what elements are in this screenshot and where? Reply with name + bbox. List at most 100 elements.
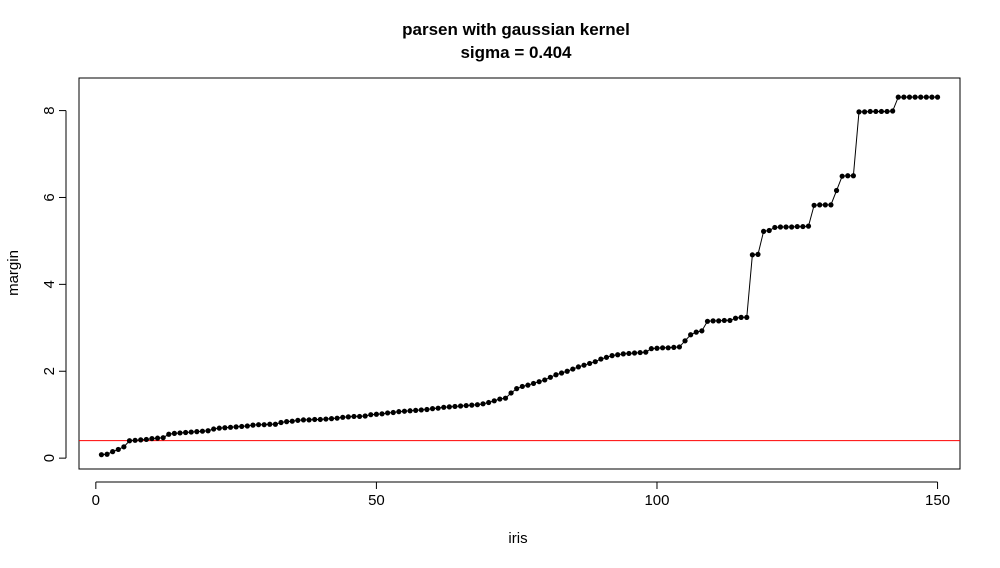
data-point [648, 346, 654, 352]
x-tick-label: 50 [368, 492, 385, 509]
data-point [850, 173, 856, 179]
data-point [480, 401, 486, 407]
data-point [272, 421, 279, 427]
data-point [727, 317, 733, 324]
data-point [166, 431, 172, 437]
data-point [104, 451, 110, 457]
data-point [710, 318, 716, 324]
data-point [401, 408, 408, 414]
data-point [508, 390, 514, 396]
data-point [300, 417, 307, 423]
data-point [603, 354, 610, 360]
data-point [441, 404, 447, 410]
y-axis: 0 2 4 6 8 [41, 106, 67, 462]
data-point [154, 435, 161, 441]
data-point [777, 224, 784, 230]
data-point [396, 409, 402, 415]
data-point [491, 398, 497, 404]
data-point [115, 446, 121, 453]
data-point [160, 435, 166, 441]
data-point [738, 314, 744, 320]
data-point [110, 449, 116, 455]
data-point [312, 416, 318, 423]
data-point [446, 404, 452, 410]
data-point [317, 416, 323, 423]
data-point [199, 428, 206, 434]
x-tick-label: 100 [644, 492, 669, 509]
data-point [239, 423, 245, 430]
chart-title: parsen with gaussian kernel [402, 20, 630, 39]
data-point [575, 364, 582, 370]
data-point [424, 406, 430, 413]
chart-subtitle: sigma = 0.404 [460, 43, 572, 62]
data-point [789, 224, 795, 230]
data-point [811, 202, 817, 208]
data-point [227, 424, 234, 430]
data-point [631, 350, 638, 356]
data-point [766, 227, 772, 234]
x-axis-label: iris [508, 530, 527, 547]
data-point [390, 409, 396, 416]
data-point [564, 368, 570, 374]
data-point [570, 366, 576, 372]
data-point [284, 419, 290, 425]
data-point [822, 202, 828, 208]
data-point [934, 94, 941, 100]
y-tick-label: 8 [41, 106, 58, 114]
data-point [665, 345, 671, 351]
data-point [306, 417, 312, 423]
data-point [525, 382, 531, 388]
y-tick-label: 6 [41, 193, 58, 201]
data-point [626, 350, 632, 357]
data-point [255, 422, 262, 428]
data-point [149, 435, 155, 442]
data-point [755, 251, 761, 257]
x-axis: 0 50 100 150 [92, 481, 950, 509]
data-point [188, 429, 194, 435]
data-point [435, 405, 441, 411]
data-point [250, 422, 256, 428]
y-tick-label: 2 [41, 367, 58, 375]
data-point [906, 94, 913, 100]
data-point [345, 414, 351, 420]
data-point [688, 332, 694, 338]
data-point [817, 202, 823, 208]
data-point [721, 317, 727, 324]
data-point [800, 223, 806, 230]
data-point [278, 419, 284, 426]
data-point [536, 379, 542, 385]
data-point [340, 414, 346, 420]
data-point [351, 413, 357, 420]
y-tick-label: 0 [41, 454, 58, 462]
data-point [457, 403, 464, 409]
data-point [671, 344, 677, 350]
series-line [101, 96, 938, 456]
data-point [895, 94, 901, 100]
data-point [828, 202, 834, 208]
data-point [244, 423, 250, 429]
data-point [379, 411, 385, 417]
data-point [474, 402, 481, 408]
y-tick-label: 4 [41, 280, 58, 288]
data-point [126, 438, 133, 444]
data-point [368, 412, 374, 418]
data-point [918, 94, 924, 100]
data-point [211, 426, 217, 432]
data-point [542, 377, 548, 383]
data-point [323, 416, 329, 422]
x-tick-label: 150 [925, 492, 950, 509]
data-point [845, 173, 851, 179]
data-point [132, 437, 138, 443]
data-point [732, 315, 739, 321]
data-point [878, 108, 885, 115]
data-point [716, 318, 722, 324]
data-point [659, 345, 666, 351]
data-point [643, 349, 649, 355]
data-point [205, 428, 211, 434]
data-point [581, 362, 587, 368]
data-point [704, 318, 711, 324]
data-point [929, 94, 935, 100]
data-point [233, 424, 239, 430]
data-point [328, 416, 335, 422]
